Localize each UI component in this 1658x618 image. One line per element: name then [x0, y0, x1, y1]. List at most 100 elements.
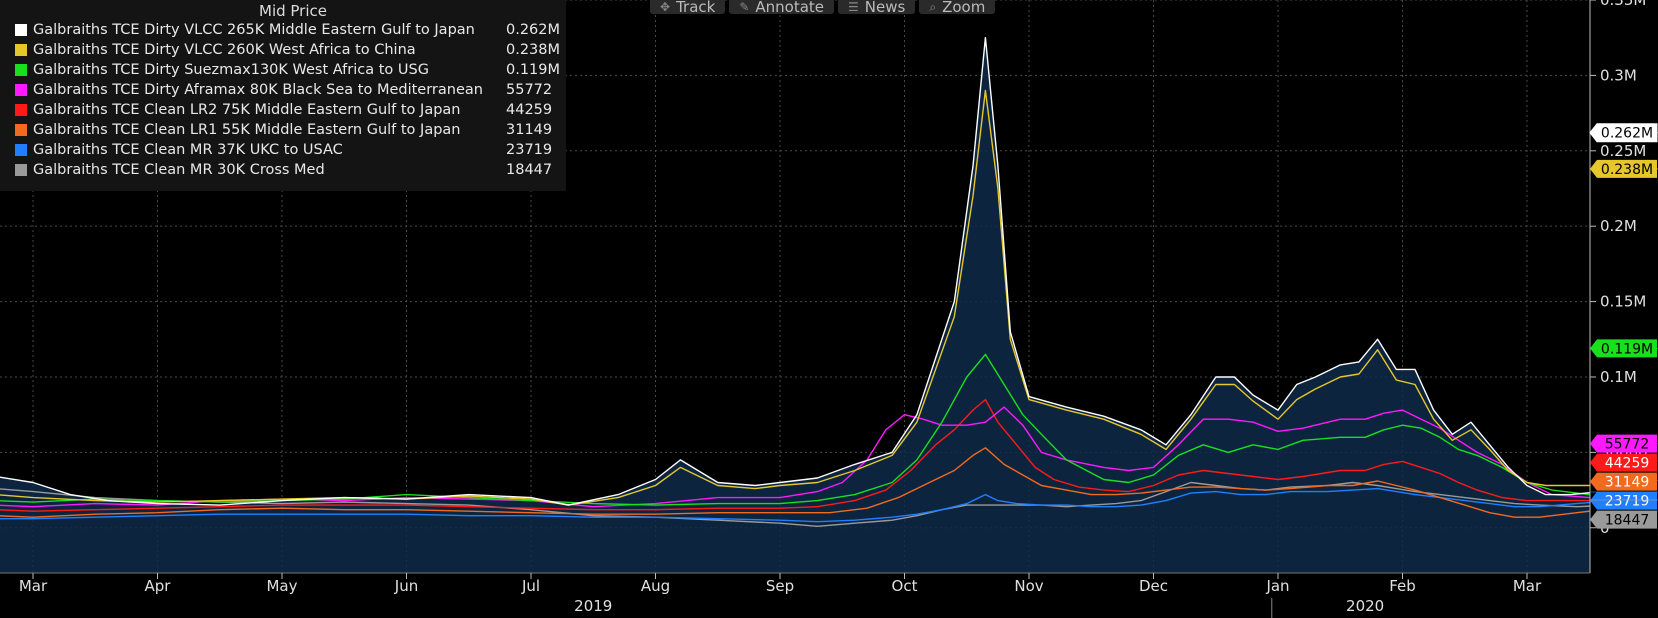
zoom-button[interactable]: ⌕ Zoom — [919, 0, 996, 14]
legend-item-name: Galbraiths TCE Dirty Aframax 80K Black S… — [33, 82, 483, 98]
legend-item-value: 44259 — [506, 102, 553, 118]
legend-title: Mid Price — [259, 2, 327, 20]
tag-text: 31149 — [1605, 475, 1650, 491]
legend-item-value: 23719 — [506, 142, 553, 158]
last-value-tag: 0.262M — [1589, 123, 1658, 143]
legend-item-value: 0.238M — [506, 42, 561, 58]
y-tick-label: 0.2M — [1600, 217, 1637, 235]
tag-text: 18447 — [1605, 513, 1650, 529]
x-tick-label: Aug — [641, 577, 670, 595]
chart-legend: Mid Price Galbraiths TCE Dirty VLCC 265K… — [0, 0, 566, 191]
legend-item[interactable]: Galbraiths TCE Clean LR1 55K Middle East… — [0, 120, 566, 140]
magnifier-icon: ⌕ — [929, 0, 937, 14]
y-tick-label: 0.25M — [1600, 142, 1646, 160]
x-tick-label: Mar — [19, 577, 48, 595]
legend-item-name: Galbraiths TCE Clean LR1 55K Middle East… — [33, 122, 461, 138]
legend-item[interactable]: Galbraiths TCE Clean MR 30K Cross Med 184… — [0, 160, 566, 180]
legend-item-name: Galbraiths TCE Dirty VLCC 260K West Afri… — [33, 42, 416, 58]
legend-swatch — [15, 64, 27, 76]
legend-item[interactable]: Galbraiths TCE Dirty VLCC 260K West Afri… — [0, 40, 566, 60]
legend-swatch — [15, 144, 27, 156]
legend-item-name: Galbraiths TCE Dirty VLCC 265K Middle Ea… — [33, 22, 475, 38]
plot-area — [0, 37, 1590, 573]
legend-item[interactable]: Galbraiths TCE Clean LR2 75K Middle East… — [0, 100, 566, 120]
legend-item[interactable]: Galbraiths TCE Dirty Suezmax130K West Af… — [0, 60, 566, 80]
legend-swatch — [15, 104, 27, 116]
tag-text: 44259 — [1605, 456, 1650, 472]
last-value-tag: 23719 — [1590, 491, 1657, 510]
track-button[interactable]: ✥ Track — [650, 0, 726, 14]
last-value-tag: 0.119M — [1590, 339, 1657, 358]
tag-text: 0.119M — [1601, 341, 1653, 357]
legend-swatch — [15, 164, 27, 176]
legend-item[interactable]: Galbraiths TCE Clean MR 37K UKC to USAC 2… — [0, 140, 566, 160]
series-line — [0, 447, 1590, 518]
tag-text: 0.238M — [1601, 162, 1653, 178]
pencil-icon: ✎ — [739, 0, 750, 14]
tag-box — [1590, 453, 1657, 472]
x-tick-label: May — [266, 577, 297, 595]
legend-item[interactable]: Galbraiths TCE Dirty VLCC 265K Middle Ea… — [0, 20, 566, 40]
y-tick-label: 0.3M — [1600, 66, 1637, 84]
last-value-tag: 31149 — [1590, 472, 1657, 491]
x-tick-label: Apr — [145, 577, 172, 595]
series-line — [0, 481, 1590, 527]
legend-item-value: 0.119M — [506, 62, 561, 78]
last-value-tag: 0.238M — [1590, 159, 1657, 178]
chart-toolbar: ✥ Track ✎ Annotate ☰ News ⌕ Zoom — [650, 0, 996, 14]
legend-item-value: 31149 — [506, 122, 553, 138]
legend-item[interactable]: Galbraiths TCE Dirty Aframax 80K Black S… — [0, 80, 566, 100]
legend-swatch — [15, 124, 27, 136]
news-label: News — [864, 0, 906, 14]
x-tick-label: Jan — [1265, 577, 1289, 595]
news-icon: ☰ — [848, 0, 859, 14]
legend-swatch — [15, 24, 27, 36]
series-line — [0, 398, 1590, 512]
x-tick-label: Sep — [766, 577, 794, 595]
tag-text: 0.262M — [1601, 126, 1653, 142]
tag-text: 23719 — [1605, 494, 1650, 510]
series-line — [0, 37, 1590, 506]
zoom-label: Zoom — [942, 0, 986, 14]
series-area — [0, 37, 1590, 573]
legend-item-value: 55772 — [506, 82, 553, 98]
tag-box — [1590, 434, 1657, 453]
tag-box — [1589, 123, 1658, 143]
last-value-tag: 44259 — [1590, 453, 1657, 472]
legend-item-name: Galbraiths TCE Clean MR 30K Cross Med — [33, 162, 325, 178]
tag-box — [1590, 510, 1657, 529]
tag-box — [1590, 339, 1657, 358]
last-value-tag: 18447 — [1590, 510, 1657, 529]
legend-rows: Galbraiths TCE Dirty VLCC 265K Middle Ea… — [0, 20, 566, 180]
year-label: 2020 — [1346, 597, 1384, 615]
track-label: Track — [676, 0, 716, 14]
legend-item-name: Galbraiths TCE Clean LR2 75K Middle East… — [33, 102, 461, 118]
legend-item-value: 18447 — [506, 162, 553, 178]
tag-box — [1590, 472, 1657, 491]
legend-item-name: Galbraiths TCE Dirty Suezmax130K West Af… — [33, 62, 429, 78]
y-tick-label: 0.1M — [1600, 368, 1637, 386]
crosshair-icon: ✥ — [660, 0, 671, 14]
y-tick-label: 0.15M — [1600, 293, 1646, 311]
tag-text: 55772 — [1605, 437, 1650, 453]
legend-swatch — [15, 84, 27, 96]
x-tick-label: Dec — [1139, 577, 1168, 595]
x-tick-label: Jul — [521, 577, 540, 595]
legend-item-value: 0.262M — [506, 22, 561, 38]
x-tick-label: Jun — [394, 577, 418, 595]
last-value-tags: 0.262M 0.238M 0.119M 55772 44259 31149 23719 18… — [1589, 123, 1658, 529]
tag-box — [1590, 159, 1657, 178]
annotate-button[interactable]: ✎ Annotate — [729, 0, 835, 14]
x-tick-label: Nov — [1014, 577, 1043, 595]
series-line — [0, 487, 1590, 523]
legend-item-name: Galbraiths TCE Clean MR 37K UKC to USAC — [33, 142, 343, 158]
tag-box — [1590, 491, 1657, 510]
legend-swatch — [15, 44, 27, 56]
annotate-label: Annotate — [755, 0, 825, 14]
news-button[interactable]: ☰ News — [838, 0, 916, 14]
last-value-tag: 55772 — [1590, 434, 1657, 453]
x-tick-label: Oct — [892, 577, 918, 595]
y-tick-label: 0.35M — [1600, 0, 1646, 9]
x-tick-label: Feb — [1389, 577, 1416, 595]
year-label: 2019 — [574, 597, 612, 615]
